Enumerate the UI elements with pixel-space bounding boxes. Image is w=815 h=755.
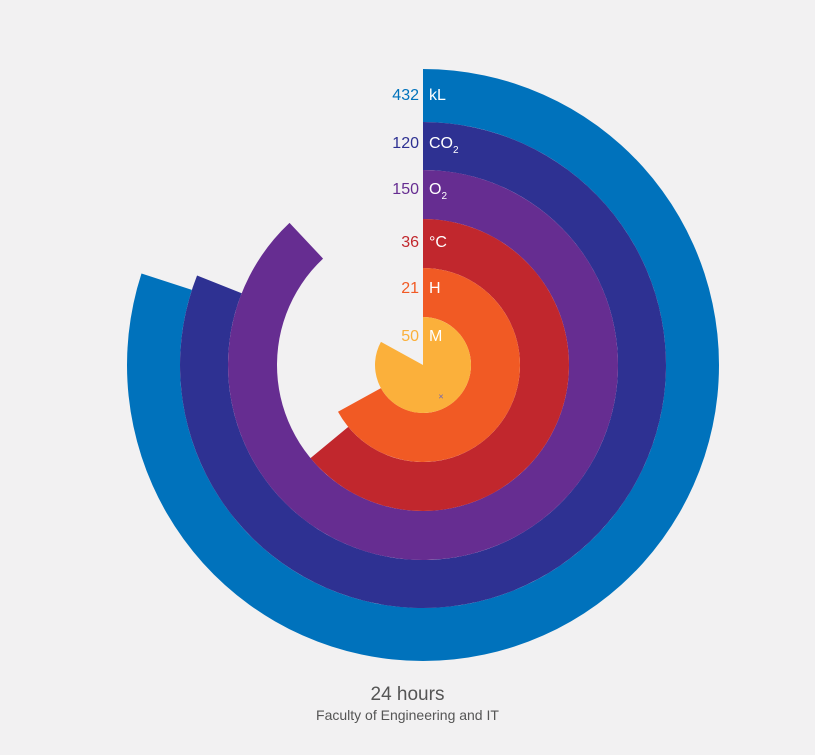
chart-title: 24 hours bbox=[370, 684, 445, 705]
ring-unit-text-4: H bbox=[429, 280, 441, 297]
ring-unit-label-4: H bbox=[429, 280, 441, 297]
ring-value-label-2: 150 bbox=[392, 181, 419, 198]
ring-unit-text-1: CO bbox=[429, 135, 453, 152]
ring-group bbox=[126, 69, 720, 661]
ring-value-label-1: 120 bbox=[392, 135, 419, 152]
ring-unit-label-5: M bbox=[429, 328, 442, 345]
ring-unit-label-1: CO2 bbox=[429, 135, 459, 155]
ring-unit-label-3: °C bbox=[429, 234, 447, 251]
ring-unit-text-0: kL bbox=[429, 87, 446, 104]
ring-unit-subscript-1: 2 bbox=[453, 145, 459, 156]
ring-bar-5 bbox=[375, 317, 472, 413]
chart-caption: 24 hours Faculty of Engineering and IT bbox=[0, 684, 815, 724]
ring-unit-label-2: O2 bbox=[429, 181, 447, 201]
ring-unit-text-5: M bbox=[429, 328, 442, 345]
ring-value-label-3: 36 bbox=[401, 234, 419, 251]
ring-unit-text-3: °C bbox=[429, 234, 447, 251]
ring-value-label-5: 50 bbox=[401, 328, 419, 345]
ring-unit-label-0: kL bbox=[429, 87, 446, 104]
ring-unit-text-2: O bbox=[429, 181, 441, 198]
ring-value-label-0: 432 bbox=[392, 87, 419, 104]
ring-bar-3 bbox=[310, 219, 569, 512]
ring-value-label-4: 21 bbox=[401, 280, 419, 297]
ring-unit-subscript-2: 2 bbox=[441, 191, 447, 202]
ring-bar-4 bbox=[337, 268, 520, 462]
center-marker: × bbox=[438, 391, 443, 401]
chart-subtitle: Faculty of Engineering and IT bbox=[316, 707, 499, 723]
